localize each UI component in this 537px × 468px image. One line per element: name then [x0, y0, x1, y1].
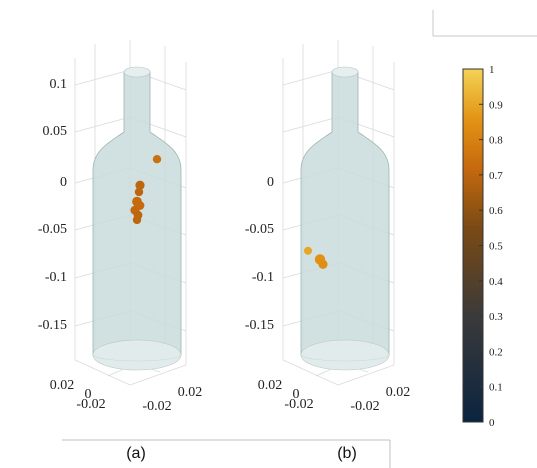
- panel-a-z-ticks: 0.1 0.05 0 -0.05 -0.1 -0.15: [38, 77, 67, 333]
- panel-b-y-tick: -0.02: [350, 399, 379, 414]
- scatter-point: [132, 215, 142, 225]
- panel-a-label: (a): [126, 445, 146, 462]
- panel-a-z-tick: -0.15: [38, 318, 67, 333]
- colorbar-tick-label: 1: [489, 64, 495, 76]
- panel-b-z-tick: -0.15: [245, 318, 274, 333]
- panel-b-x-ticks: 0.02 0 -0.02: [258, 378, 314, 412]
- colorbar-tick-label: 0.1: [489, 382, 503, 394]
- colorbar-tick-label: 0.6: [489, 205, 503, 217]
- panel-a-y-tick: 0.02: [178, 385, 203, 400]
- colorbar-tick-label: 0.7: [489, 170, 503, 182]
- panel-a-x-tick: 0.02: [50, 378, 75, 393]
- panel-b-z-ticks: 0 -0.05 -0.1 -0.15: [245, 175, 274, 333]
- caption-area: (a) (b): [62, 439, 391, 468]
- panel-a-z-tick: 0: [60, 175, 67, 190]
- panel-a: 0.1 0.05 0 -0.05 -0.1 -0.15 0.02 0 -0.02…: [38, 40, 202, 414]
- colorbar: 1 0.9 0.8 0.7 0.6 0.5 0.4 0.3 0.2 0.1 0: [462, 64, 503, 429]
- colorbar-tick-label: 0.3: [489, 311, 503, 323]
- panel-a-y-ticks: -0.02 0.02: [142, 385, 202, 414]
- panel-a-z-tick: 0.1: [50, 77, 68, 92]
- panel-b-y-tick: 0.02: [386, 385, 411, 400]
- colorbar-tick-label: 0.8: [489, 135, 503, 147]
- colorbar-tick-label: 0: [489, 417, 495, 429]
- panel-b: 0 -0.05 -0.1 -0.15 0.02 0 -0.02 -0.02 0.…: [245, 40, 410, 414]
- panel-b-x-tick: 0.02: [258, 378, 283, 393]
- colorbar-ticks: 1 0.9 0.8 0.7 0.6 0.5 0.4 0.3 0.2 0.1 0: [479, 64, 503, 429]
- colorbar-tick-label: 0.5: [489, 241, 503, 253]
- panel-a-z-tick: -0.1: [45, 270, 67, 285]
- scatter-point: [152, 154, 162, 164]
- panel-a-z-tick: -0.05: [38, 222, 67, 237]
- panel-b-label: (b): [337, 445, 357, 462]
- scatter-point: [134, 187, 144, 197]
- scatter-point: [318, 259, 328, 269]
- panel-a-y-tick: -0.02: [142, 399, 171, 414]
- colorbar-tick-label: 0.4: [489, 276, 503, 288]
- panel-b-z-tick: 0: [267, 175, 274, 190]
- panel-a-points: [130, 154, 162, 225]
- scatter-point: [303, 246, 312, 255]
- panel-b-bottle: [300, 66, 390, 371]
- panel-a-x-tick: 0: [85, 387, 92, 402]
- panel-a-z-tick: 0.05: [43, 124, 68, 139]
- panel-a-x-ticks: 0.02 0 -0.02: [50, 378, 106, 412]
- panel-b-z-tick: -0.05: [245, 222, 274, 237]
- panel-b-z-tick: -0.1: [252, 270, 274, 285]
- panel-a-x-tick: -0.02: [76, 397, 105, 412]
- panel-b-x-tick: -0.02: [284, 397, 313, 412]
- panel-b-y-ticks: -0.02 0.02: [350, 385, 410, 414]
- colorbar-tick-label: 0.2: [489, 346, 503, 358]
- legend-frame: [432, 10, 537, 37]
- colorbar-tick-label: 0.9: [489, 99, 503, 111]
- panel-b-x-tick: 0: [293, 387, 300, 402]
- panel-b-points: [303, 246, 328, 269]
